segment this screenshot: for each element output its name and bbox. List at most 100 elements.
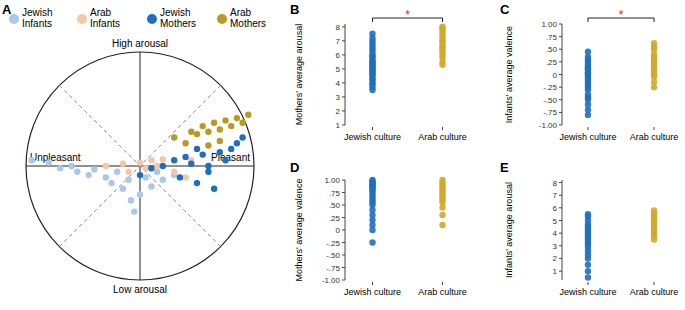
point [585,262,591,268]
point [137,172,143,178]
point [200,151,206,157]
point [68,163,74,169]
y-tick-label: .50 [546,45,558,54]
point [148,183,154,189]
point [585,274,591,280]
point [120,186,126,192]
y-tick [342,217,345,218]
y-tick [559,182,562,183]
y-tick-label: 8 [336,23,341,32]
point [217,138,223,144]
y-tick-label: -.50 [543,96,557,105]
y-tick-label: 5 [336,65,341,74]
point [211,186,217,192]
y-axis-label: Mothers' average arousal [294,24,304,125]
legend-item: ArabInfants [77,7,120,29]
y-tick [342,230,345,231]
x-tick [587,127,588,130]
y-tick-label: -.50 [326,251,340,260]
x-tick [372,127,373,130]
point [103,163,109,169]
point [439,212,445,218]
point [182,140,188,146]
panel: EInfants' average arousal12345678Jewish … [500,160,678,297]
y-tick [342,68,345,69]
point [369,31,375,37]
y-tick-label: 0 [553,71,558,80]
quadrant-label: Low arousal [113,284,167,295]
x-tick [654,127,655,130]
point [114,169,120,175]
y-tick [342,192,345,193]
y-tick-label: 4 [553,229,558,238]
y-tick-label: .25 [546,58,558,67]
y-tick [559,61,562,62]
x-tick-label: Jewish culture [559,287,616,297]
point [211,119,217,125]
legend-line: Infants [90,18,120,29]
point [228,146,234,152]
point [585,268,591,274]
point [194,146,200,152]
y-tick [559,24,562,25]
circle-frame [26,52,254,280]
point [171,157,177,163]
x-tick-label: Arab culture [630,132,679,142]
y-tick-label: 8 [553,179,558,188]
y-axis-label: Infants' average arousal [504,182,514,278]
points [29,112,252,215]
legend-line: Arab [230,7,252,18]
quadrant-label: High arousal [112,38,168,49]
y-tick-label: 3 [336,93,341,102]
panel-label: A [2,2,12,17]
point [125,169,131,175]
point [154,169,160,175]
y-tick-label: 7 [553,191,558,200]
y-axis-label: Infants' average valence [504,26,514,123]
point [234,115,240,121]
point [108,180,114,186]
y-tick [342,205,345,206]
point [148,165,154,171]
point [120,161,126,167]
legend-label: JewishInfants [22,7,53,29]
y-tick [559,125,562,126]
legend-swatch [77,14,87,24]
y-tick-label: 1 [336,121,341,130]
y-tick-label: -1.00 [539,121,558,130]
legend-swatch [9,14,19,24]
y-tick [342,180,345,181]
legend-label: ArabMothers [230,7,266,29]
x-tick-label: Arab culture [630,287,679,297]
y-tick-label: -.25 [326,239,340,248]
y-tick [342,255,345,256]
y-tick [559,271,562,272]
legend-line: Mothers [160,18,196,29]
panel-label: E [500,160,509,175]
y-tick [559,207,562,208]
point [86,172,92,178]
point [46,159,52,165]
point [439,222,445,228]
point [143,174,149,180]
x-tick-label: Arab culture [418,287,467,297]
diagonal [59,85,220,246]
x-tick [587,282,588,285]
point [205,142,211,148]
quadrant-label: Unpleasant [30,152,81,163]
point [171,169,177,175]
legend-swatch [147,14,157,24]
x-tick-label: Jewish culture [344,132,401,142]
point [222,117,228,123]
y-tick [559,112,562,113]
y-axis-label: Mothers' average valence [294,179,304,282]
y-tick-label: 2 [553,254,558,263]
y-tick-label: .50 [329,201,341,210]
point [177,174,183,180]
point [585,211,591,217]
legend-line: Infants [22,18,52,29]
point [369,177,375,183]
point [228,123,234,129]
y-tick-label: 6 [336,51,341,60]
y-tick-label: 1.00 [324,176,340,185]
